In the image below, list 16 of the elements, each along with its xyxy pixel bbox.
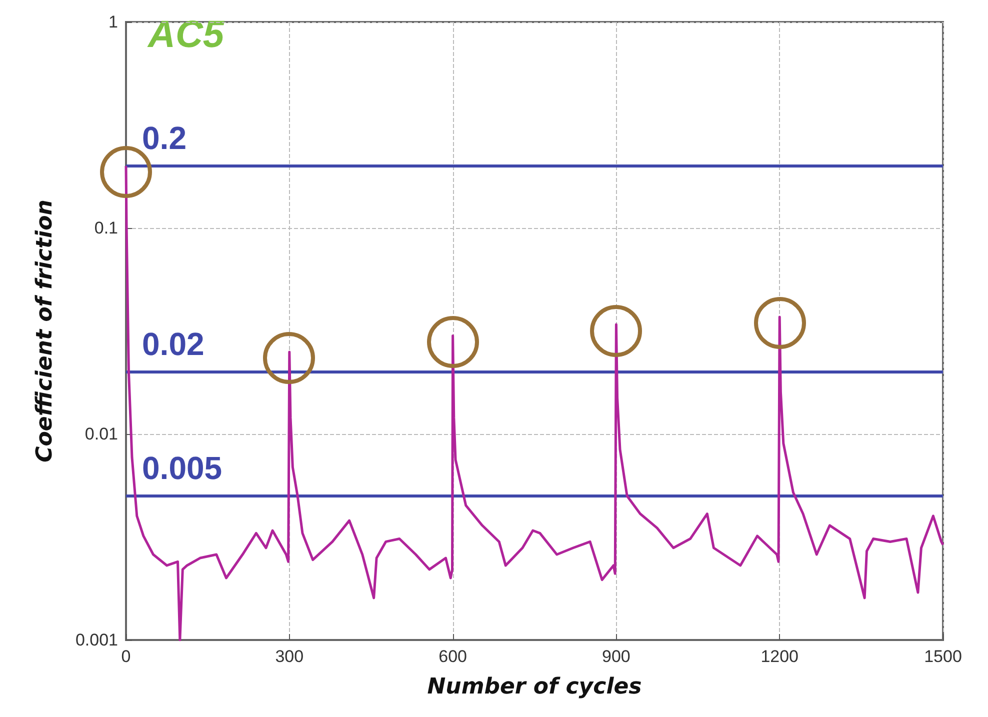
x-axis-title: Number of cycles [427, 674, 642, 700]
x-tick-label: 1200 [760, 647, 799, 666]
ref-line-label: 0.2 [142, 120, 186, 156]
x-tick-label: 900 [602, 647, 630, 666]
y-tick-label: 1 [108, 12, 118, 32]
y-tick-label: 0.01 [84, 424, 118, 444]
y-tick-label: 0.001 [75, 630, 118, 650]
ref-line-label: 0.005 [142, 450, 222, 486]
x-tick-label: 300 [275, 647, 304, 666]
x-tick-label: 1500 [924, 647, 962, 666]
y-axis-title: Coefficient of friction [32, 200, 58, 462]
ref-line-label: 0.02 [142, 326, 204, 362]
annotation: AC5 [147, 14, 225, 56]
x-tick-label: 0 [121, 647, 131, 666]
y-tick-label: 0.1 [94, 218, 118, 238]
x-tick-label: 600 [438, 647, 467, 666]
